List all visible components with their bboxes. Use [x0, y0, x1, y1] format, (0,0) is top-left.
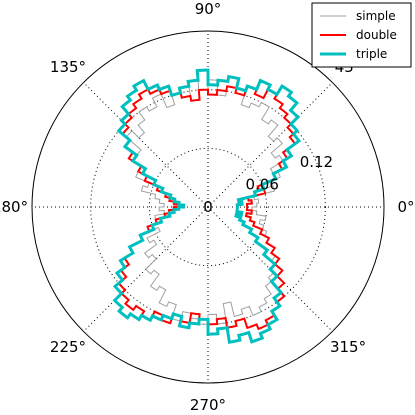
polar-frame [31, 30, 385, 384]
angular-grid-line [207, 82, 333, 208]
frame-layer [31, 30, 385, 384]
radial-tick-label: 0 [203, 198, 213, 216]
radial-tick-label: 0.06 [245, 176, 278, 194]
angle-tick-label: 225° [50, 338, 86, 356]
series-line-triple [112, 68, 302, 344]
angular-grid-line [83, 82, 209, 208]
angle-tick-label: 90° [195, 0, 222, 18]
angle-tick-label: 315° [330, 338, 366, 356]
series-layer [112, 68, 302, 344]
angle-tick-label: 135° [50, 58, 86, 76]
radial-grid-circle [148, 147, 268, 267]
radial-tick-label: 0.12 [300, 153, 333, 171]
legend-label-triple: triple [356, 47, 387, 61]
angle-tick-label: 270° [190, 396, 226, 414]
legend-label-double: double [356, 28, 397, 42]
angle-tick-label: 0° [397, 198, 414, 216]
legend-label-simple: simple [356, 9, 396, 23]
legend: simple double triple [311, 2, 412, 68]
angle-tick-label: 180° [0, 198, 28, 216]
series-line-simple [125, 79, 284, 325]
